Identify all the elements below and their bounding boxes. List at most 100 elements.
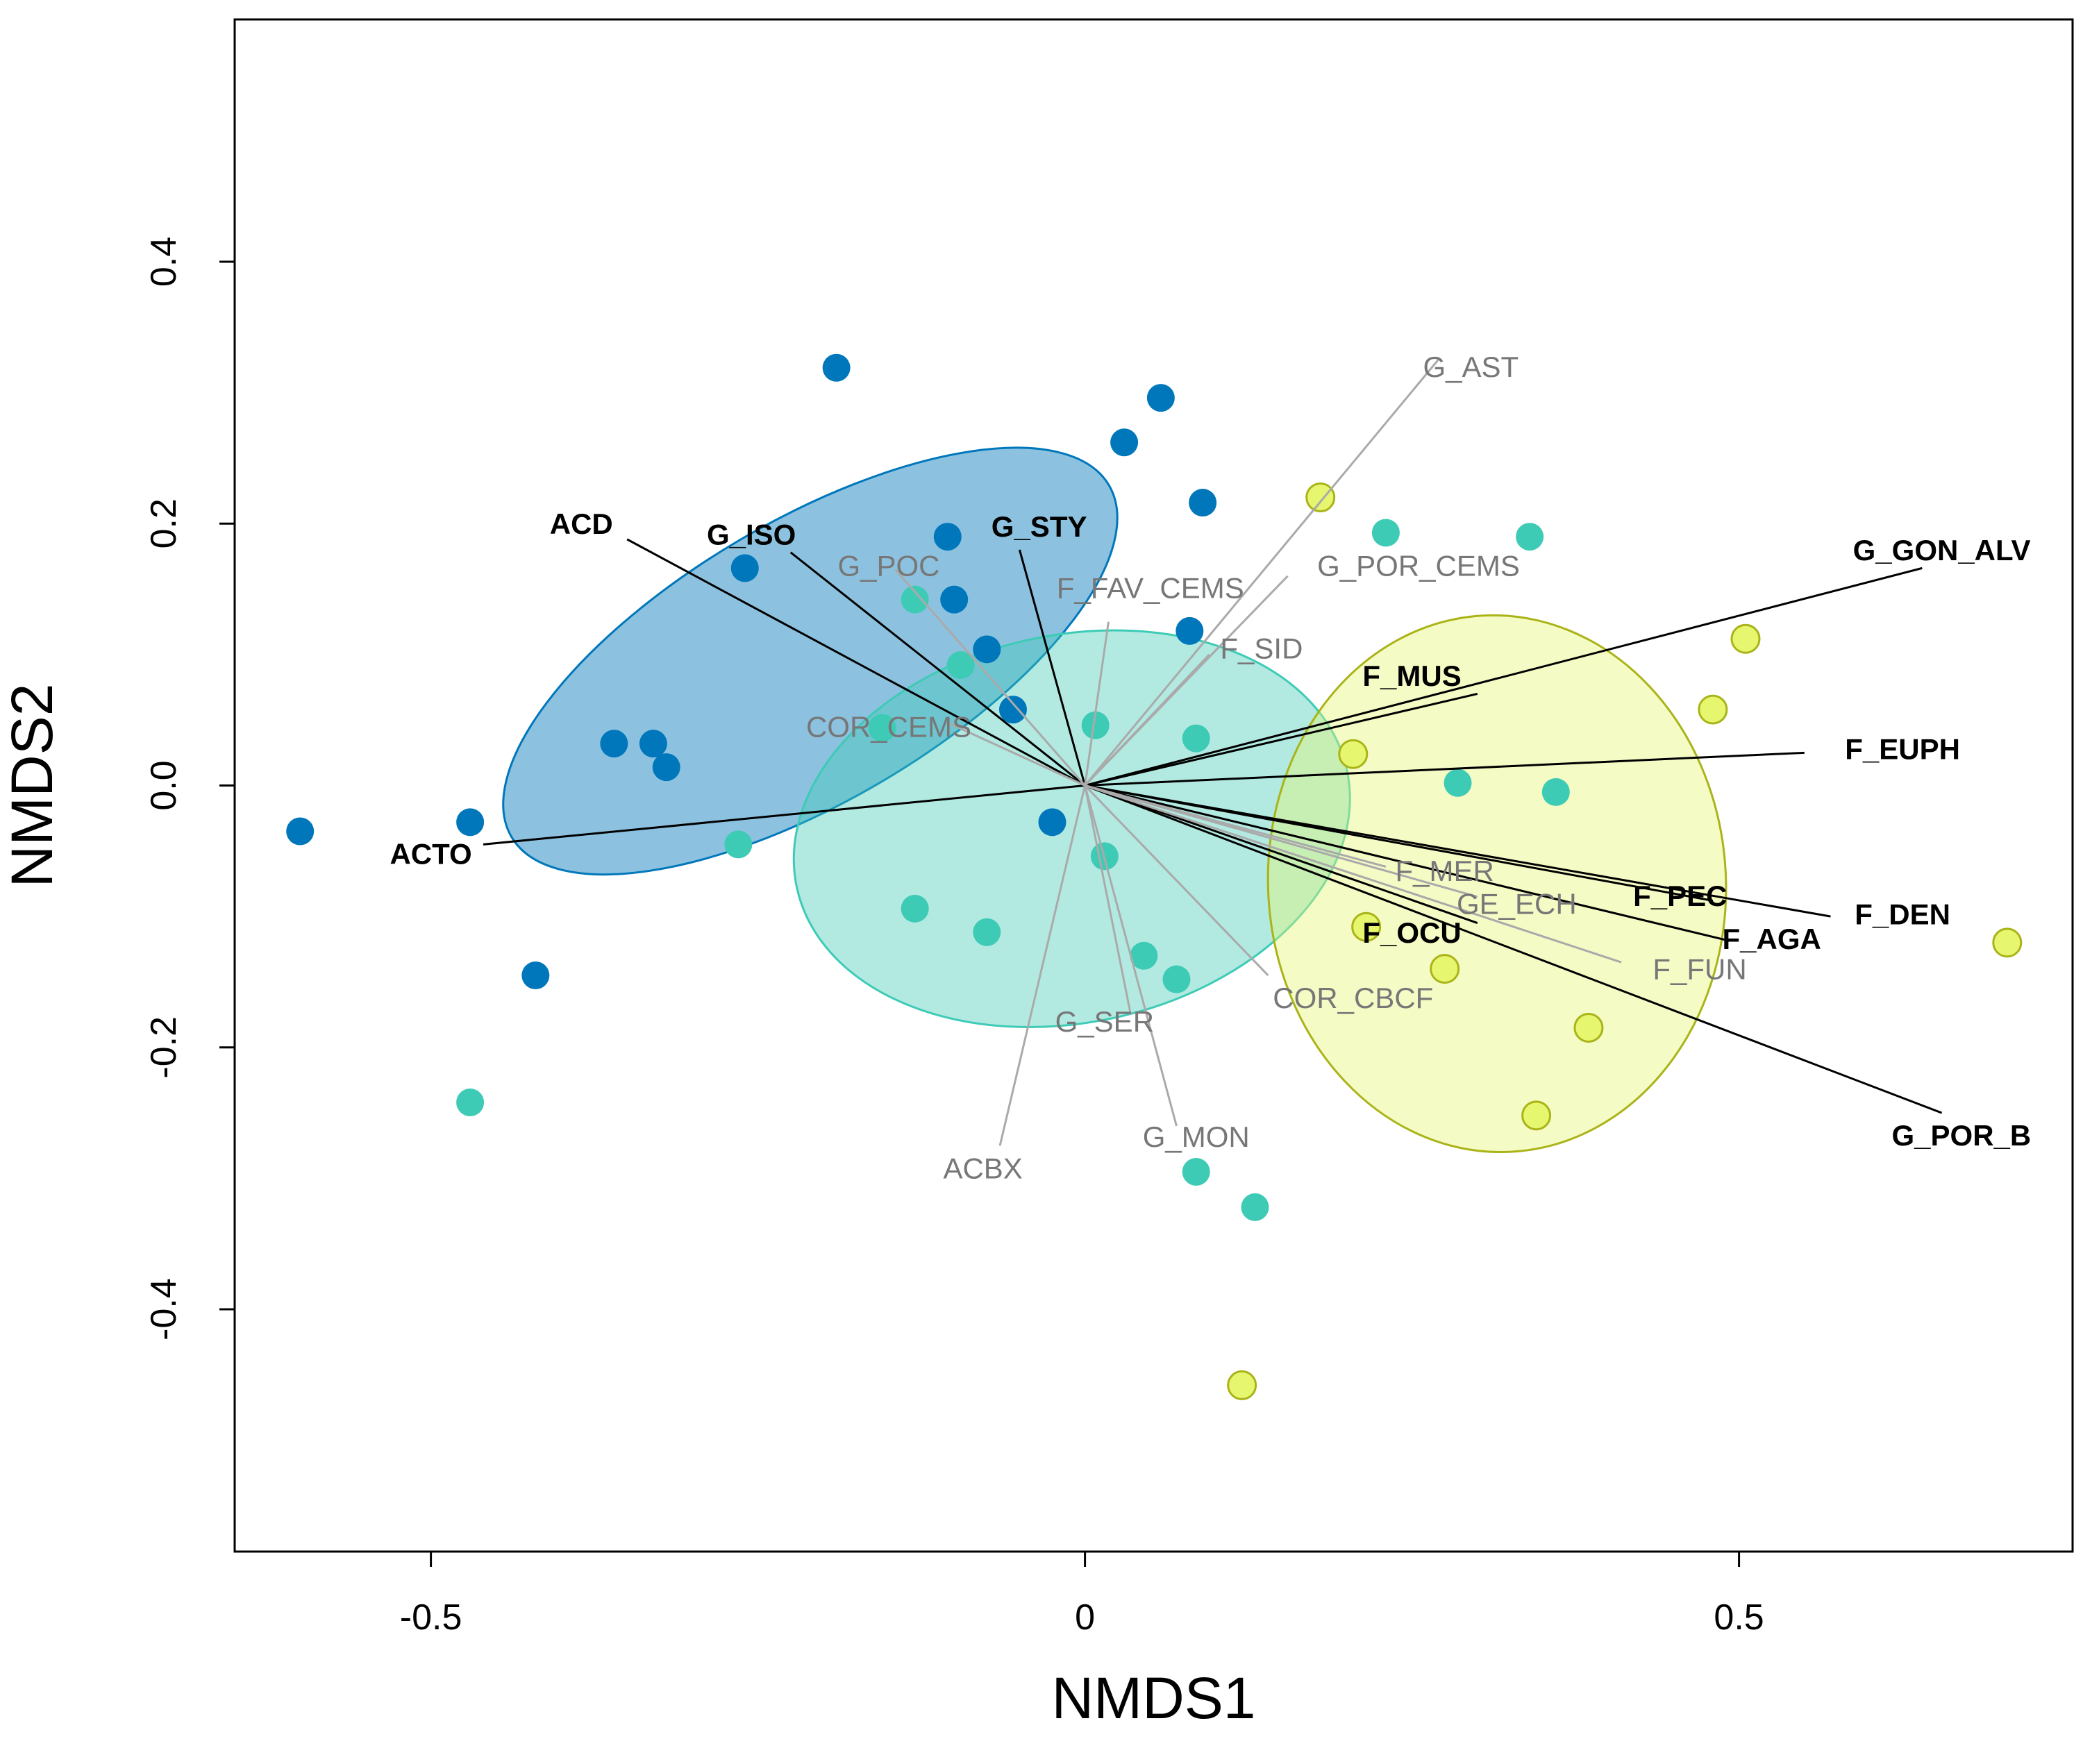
vector-label-f-fav-cems: F_FAV_CEMS (1057, 572, 1244, 605)
data-point-group2 (1081, 711, 1110, 739)
vector-acd (626, 538, 1086, 787)
data-point-group3 (1730, 623, 1761, 654)
data-point-group2 (973, 918, 1001, 946)
data-point-group1 (933, 523, 962, 551)
data-point-group2 (456, 1088, 485, 1116)
vector-g-sty (1018, 549, 1087, 786)
vector-label-f-den: F_DEN (1855, 898, 1950, 930)
data-point-group2 (1130, 941, 1158, 970)
y-tick-label: -0.2 (144, 1016, 184, 1079)
vector-f-mus (1085, 692, 1478, 787)
ellipse-group3 (1266, 614, 1728, 1154)
vector-g-ast (1084, 359, 1439, 787)
vector-label-acbx: ACBX (943, 1152, 1022, 1184)
data-point-group2 (1444, 768, 1472, 797)
vector-cor-cems (947, 721, 1086, 787)
data-point-group3 (1992, 927, 2023, 958)
data-point-group1 (730, 554, 759, 582)
data-point-group2 (1162, 965, 1191, 993)
vector-g-poc (894, 569, 1086, 787)
data-point-group2 (901, 894, 929, 923)
x-tick-label: 0.5 (1714, 1597, 1764, 1638)
vector-label-f-fun: F_FUN (1653, 953, 1746, 986)
vector-acto (483, 784, 1085, 846)
data-point-group1 (600, 730, 628, 758)
vector-label-f-euph: F_EUPH (1845, 733, 1960, 766)
vector-g-gon-alv (1085, 566, 1923, 787)
data-point-group1 (1189, 489, 1217, 517)
vector-g-mon (1084, 785, 1178, 1127)
vector-label-f-pec: F_PEC (1633, 880, 1727, 912)
data-point-group1 (940, 585, 969, 614)
y-axis-title: NMDS2 (0, 683, 65, 887)
data-point-group1 (998, 696, 1027, 724)
vector-label-ge-ech: GE_ECH (1457, 887, 1577, 920)
y-tick-label: -0.4 (144, 1278, 184, 1341)
vector-label-f-aga: F_AGA (1723, 923, 1821, 955)
data-point-group3 (1521, 1100, 1552, 1131)
y-tick-label: 0.4 (144, 237, 184, 287)
data-point-group3 (1698, 694, 1728, 725)
vector-label-g-por-b: G_POR_B (1891, 1119, 2031, 1152)
vector-label-acto: ACTO (390, 838, 471, 871)
vector-label-g-sty: G_STY (992, 510, 1087, 543)
data-point-group1 (973, 635, 1001, 664)
data-point-group2 (1516, 523, 1544, 551)
vector-cor-cbcf (1084, 784, 1269, 977)
x-tick-label: -0.5 (400, 1597, 462, 1638)
vector-f-aga (1085, 784, 1727, 941)
vector-f-fun (1085, 784, 1622, 964)
data-point-group2 (1371, 519, 1400, 547)
data-point-group2 (1541, 778, 1570, 806)
vector-label-g-por-cems: G_POR_CEMS (1317, 550, 1520, 582)
vector-acbx (998, 785, 1087, 1146)
vector-label-g-mon: G_MON (1143, 1120, 1250, 1153)
vector-f-fav-cems (1084, 621, 1110, 786)
y-tick-label: 0.0 (144, 760, 184, 810)
ellipse-group2 (792, 629, 1351, 1029)
data-point-group1 (822, 353, 851, 382)
vector-label-cor-cbcf: COR_CBCF (1273, 982, 1433, 1014)
data-point-group3 (1338, 739, 1369, 769)
data-point-group3 (1430, 954, 1460, 984)
vector-g-iso (789, 551, 1086, 787)
x-axis-title: NMDS1 (1051, 1665, 1255, 1731)
vector-g-por-b (1085, 784, 1943, 1114)
vector-label-f-mer: F_MER (1396, 855, 1494, 887)
data-point-group2 (724, 830, 753, 859)
vector-label-f-sid: F_SID (1220, 632, 1303, 664)
vector-f-ocu (1085, 784, 1478, 924)
data-point-group2 (1182, 1157, 1210, 1186)
data-point-group2 (868, 714, 896, 742)
data-point-group1 (1110, 428, 1139, 457)
axis-layer: -0.5 0 0.5 -0.4 -0.2 0.0 0.2 0.4 (144, 237, 1764, 1638)
vector-f-euph (1085, 751, 1805, 787)
vector-label-g-iso: G_ISO (707, 518, 796, 551)
data-point-group3 (1227, 1370, 1257, 1400)
data-point-group2 (1241, 1193, 1269, 1221)
vector-label-acd: ACD (550, 507, 613, 540)
data-point-group1 (1176, 616, 1204, 645)
vector-g-ser (1084, 785, 1132, 1015)
data-point-group2 (946, 650, 975, 679)
vector-ge-ech (1085, 784, 1478, 898)
data-point-group1 (521, 961, 550, 990)
data-point-group2 (1182, 724, 1210, 753)
vector-label-f-mus: F_MUS (1362, 660, 1461, 692)
data-point-group3 (1351, 912, 1382, 942)
data-point-group1 (652, 753, 680, 782)
vector-label-g-poc: G_POC (837, 550, 939, 582)
vector-layer (483, 359, 1943, 1146)
data-point-group3 (1573, 1012, 1604, 1043)
data-point-group1 (286, 817, 315, 846)
data-point-group1 (639, 730, 667, 758)
vector-label-cor-cems: COR_CEMS (806, 711, 971, 744)
vector-label-g-ast: G_AST (1423, 351, 1519, 383)
vector-label-g-ser: G_SER (1055, 1005, 1154, 1038)
point-layer (286, 353, 2023, 1400)
data-point-group1 (1038, 808, 1066, 837)
x-tick-label: 0 (1075, 1597, 1095, 1638)
y-tick-label: 0.2 (144, 498, 184, 548)
